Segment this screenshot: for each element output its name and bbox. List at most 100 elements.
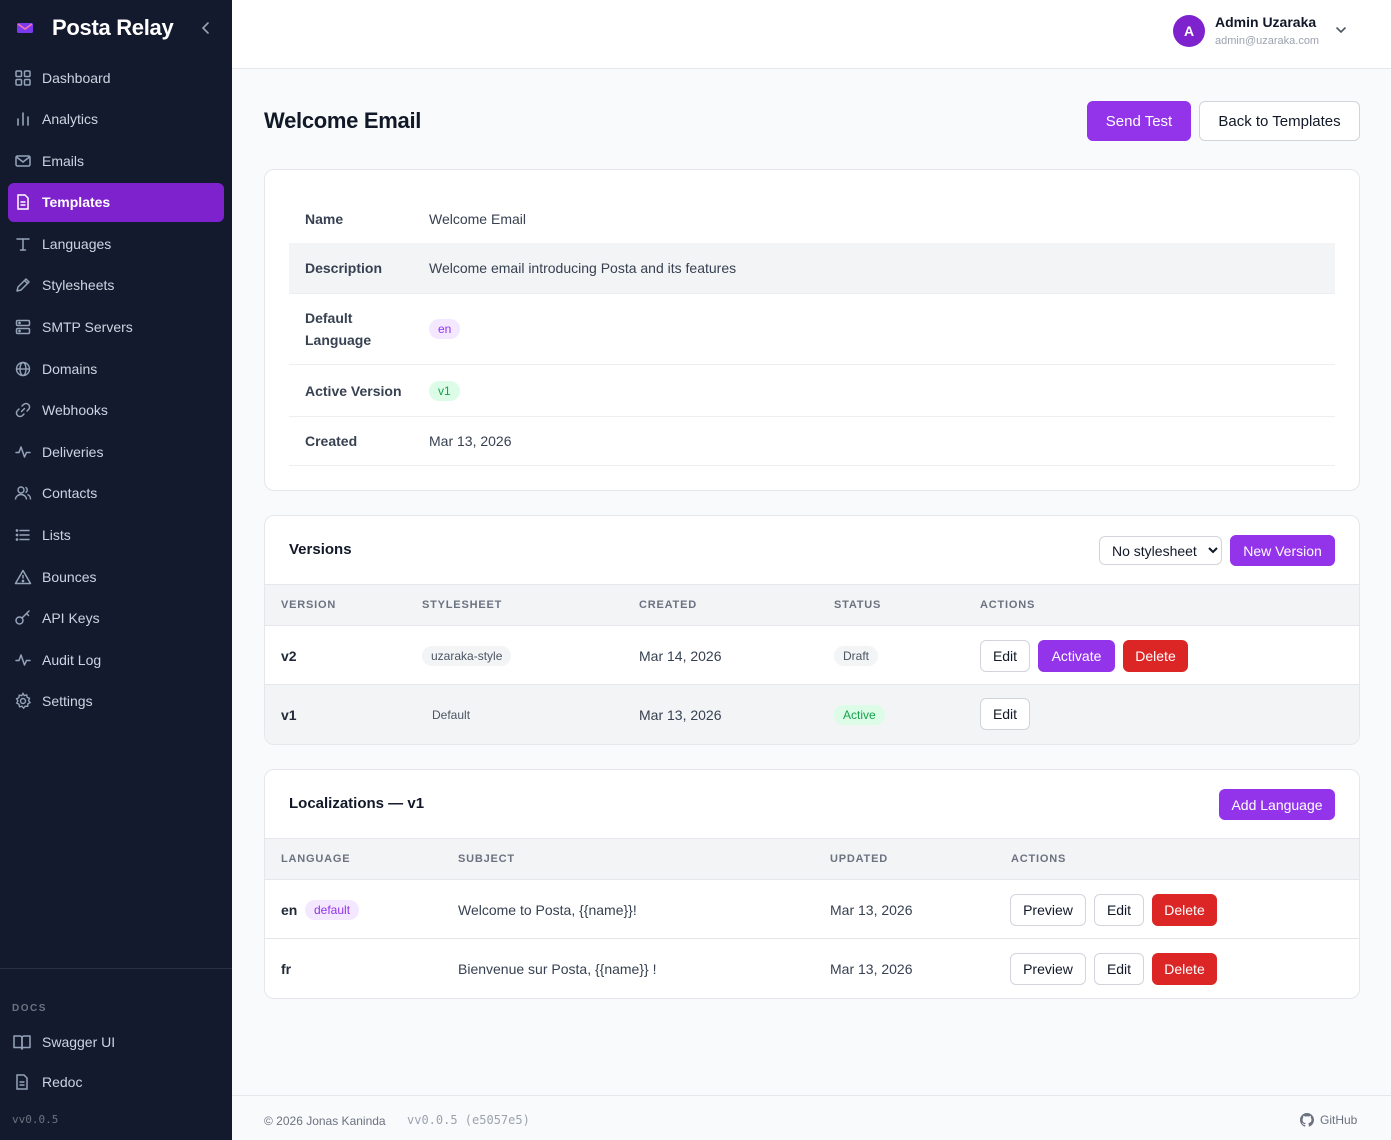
pen-icon [14, 276, 32, 294]
mail-logo-icon [16, 19, 34, 37]
docs-item-redoc[interactable]: Redoc [8, 1064, 224, 1100]
footer: © 2026 Jonas Kaninda vv0.0.5 (e5057e5) G… [232, 1095, 1391, 1140]
bar-chart-icon [14, 110, 32, 128]
sidebar-item-settings[interactable]: Settings [8, 682, 224, 721]
detail-label: Default Language [305, 310, 372, 348]
detail-value: Mar 13, 2026 [429, 433, 512, 449]
user-name[interactable]: Admin Uzaraka [1215, 14, 1317, 30]
sidebar-item-label: Analytics [42, 111, 99, 128]
sidebar-item-deliveries[interactable]: Deliveries [8, 432, 224, 471]
edit-localization-button[interactable]: Edit [1094, 894, 1144, 926]
column-header: SUBJECT [458, 853, 515, 865]
file-text-icon [14, 193, 32, 211]
sidebar-item-bounces[interactable]: Bounces [8, 557, 224, 596]
sidebar-item-webhooks[interactable]: Webhooks [8, 391, 224, 430]
sidebar-item-label: Domains [42, 360, 98, 377]
created-cell: Mar 13, 2026 [639, 706, 722, 723]
edit-localization-button[interactable]: Edit [1094, 953, 1144, 985]
copyright: © 2026 Jonas Kaninda [264, 1114, 386, 1128]
version-cell: v1 [281, 706, 297, 723]
column-header: STYLESHEET [422, 599, 503, 611]
back-to-templates-button[interactable]: Back to Templates [1199, 101, 1360, 141]
sidebar-item-dashboard[interactable]: Dashboard [8, 58, 224, 97]
user-menu-toggle[interactable] [1333, 22, 1349, 38]
new-version-button[interactable]: New Version [1230, 535, 1335, 566]
table-row: v2 uzaraka-style Mar 14, 2026 Draft Edit… [265, 626, 1359, 685]
sidebar-item-label: API Keys [42, 610, 100, 627]
brand[interactable]: Posta Relay [0, 0, 232, 56]
localizations-title: Localizations — v1 [289, 795, 425, 812]
add-language-button[interactable]: Add Language [1219, 789, 1335, 820]
localizations-table-header: LANGUAGE SUBJECT UPDATED ACTIONS [265, 838, 1359, 880]
collapse-sidebar-button[interactable] [196, 18, 216, 38]
sidebar-item-label: Webhooks [42, 402, 108, 419]
version-badge: v1 [429, 380, 460, 401]
subject-cell: Welcome to Posta, {{name}}! [458, 901, 637, 918]
grid-icon [14, 69, 32, 87]
column-header: LANGUAGE [281, 853, 351, 865]
activity-icon [14, 443, 32, 461]
status-badge: Draft [834, 645, 879, 666]
status-badge: Active [834, 704, 885, 725]
gear-icon [14, 692, 32, 710]
sidebar-item-label: Dashboard [42, 69, 111, 86]
versions-title: Versions [289, 541, 352, 558]
versions-table-header: VERSION STYLESHEET CREATED STATUS ACTION… [265, 584, 1359, 626]
detail-value: Welcome email introducing Posta and its … [429, 260, 737, 276]
stylesheet-select[interactable]: No stylesheet [1099, 536, 1222, 565]
detail-row-active-version: Active Version v1 [289, 365, 1335, 417]
detail-row-default-language: Default Language en [289, 294, 1335, 365]
sidebar-item-label: Emails [42, 152, 85, 169]
sidebar-item-stylesheets[interactable]: Stylesheets [8, 266, 224, 305]
updated-cell: Mar 13, 2026 [830, 960, 913, 977]
file-text-icon [12, 1073, 32, 1091]
type-icon [14, 235, 32, 253]
sidebar-item-label: Languages [42, 235, 112, 252]
sidebar-item-smtp-servers[interactable]: SMTP Servers [8, 308, 224, 347]
localizations-card: Localizations — v1 Add Language LANGUAGE… [264, 769, 1360, 999]
docs-item-swagger-ui[interactable]: Swagger UI [8, 1024, 224, 1060]
sidebar-item-audit-log[interactable]: Audit Log [8, 640, 224, 679]
delete-localization-button[interactable]: Delete [1152, 953, 1217, 985]
edit-version-button[interactable]: Edit [980, 640, 1030, 672]
sidebar-item-api-keys[interactable]: API Keys [8, 599, 224, 638]
activate-version-button[interactable]: Activate [1038, 640, 1115, 672]
detail-value: Welcome Email [429, 210, 526, 227]
top-bar: A Admin Uzaraka admin@uzaraka.com [232, 0, 1391, 69]
sidebar: Posta Relay Dashboard Analytics Emails T… [0, 0, 232, 1140]
key-icon [14, 609, 32, 627]
column-header: CREATED [639, 599, 697, 611]
table-row: en default Welcome to Posta, {{name}}! M… [265, 880, 1359, 939]
stylesheet-badge: uzaraka-style [422, 645, 512, 666]
sidebar-item-label: Audit Log [42, 651, 102, 668]
docs-item-label: Swagger UI [42, 1034, 116, 1050]
detail-label: Name [305, 210, 344, 227]
sidebar-item-lists[interactable]: Lists [8, 516, 224, 555]
detail-row-description: Description Welcome email introducing Po… [289, 243, 1335, 294]
globe-icon [14, 360, 32, 378]
detail-row-created: Created Mar 13, 2026 [289, 417, 1335, 466]
sidebar-item-templates[interactable]: Templates [8, 182, 224, 222]
sidebar-item-emails[interactable]: Emails [8, 141, 224, 180]
edit-version-button[interactable]: Edit [980, 698, 1030, 730]
language-badge: en [429, 319, 461, 339]
avatar[interactable]: A [1173, 15, 1205, 47]
sidebar-item-domains[interactable]: Domains [8, 349, 224, 388]
preview-button[interactable]: Preview [1010, 894, 1086, 926]
column-header: VERSION [281, 599, 337, 611]
sidebar-item-contacts[interactable]: Contacts [8, 474, 224, 513]
github-link[interactable]: GitHub [1300, 1113, 1357, 1127]
sidebar-item-languages[interactable]: Languages [8, 224, 224, 263]
send-test-button[interactable]: Send Test [1087, 101, 1191, 141]
delete-localization-button[interactable]: Delete [1152, 894, 1217, 926]
alert-triangle-icon [14, 568, 32, 586]
detail-label: Active Version [305, 382, 402, 399]
template-details-card: Name Welcome Email Description Welcome e… [264, 169, 1360, 491]
table-row: fr Bienvenue sur Posta, {{name}} ! Mar 1… [265, 939, 1359, 998]
sidebar-item-label: Templates [42, 194, 111, 211]
preview-button[interactable]: Preview [1010, 953, 1086, 985]
sidebar-item-analytics[interactable]: Analytics [8, 100, 224, 139]
sidebar-nav: Dashboard Analytics Emails Templates Lan… [0, 58, 232, 724]
sidebar-item-label: Lists [42, 527, 71, 544]
delete-version-button[interactable]: Delete [1123, 640, 1188, 672]
